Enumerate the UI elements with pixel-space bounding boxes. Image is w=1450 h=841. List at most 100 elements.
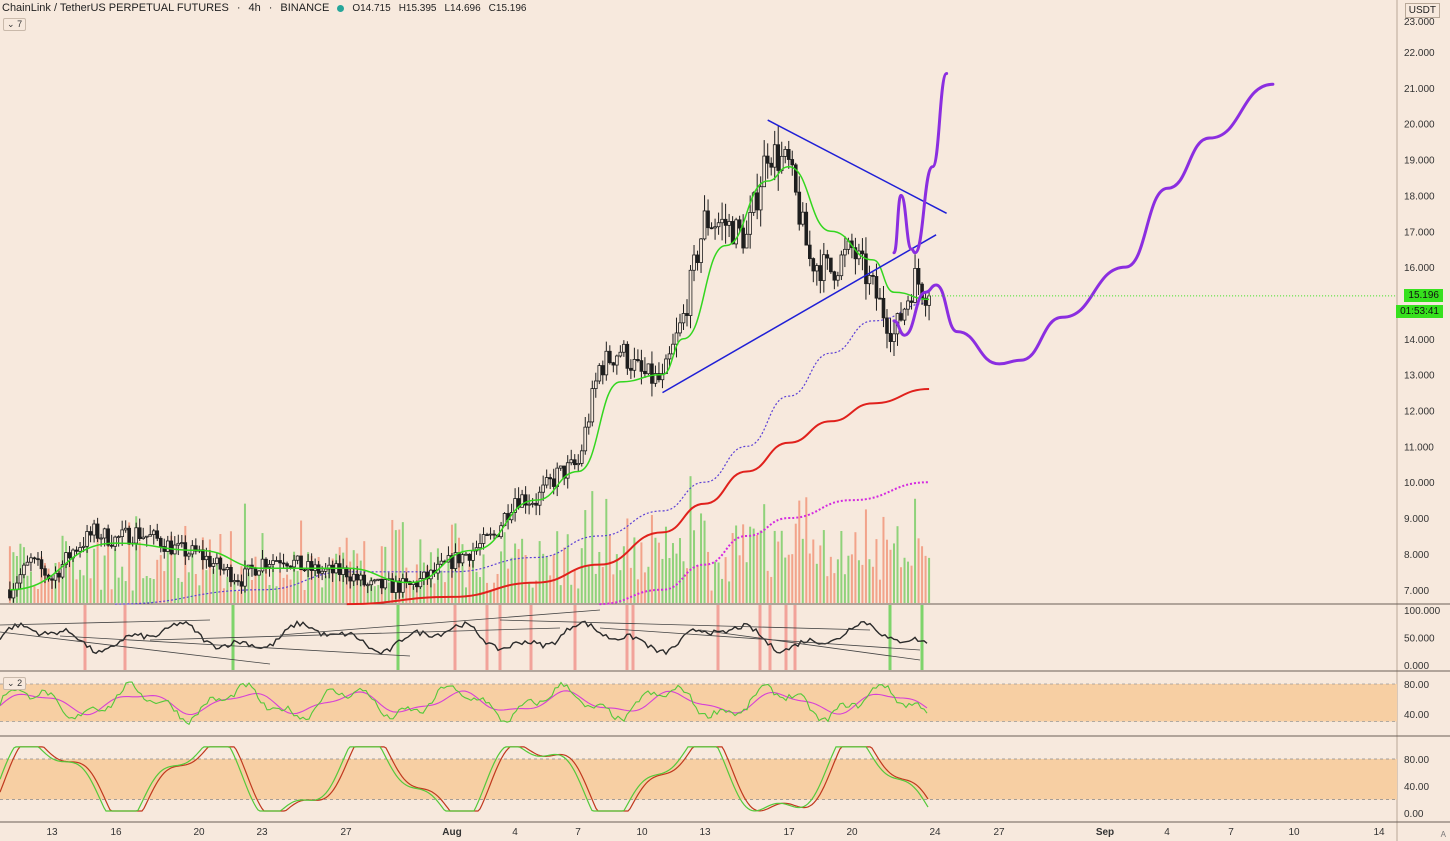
candle-body	[667, 353, 672, 360]
volume-bar	[324, 575, 327, 603]
candle-body	[629, 367, 633, 371]
volume-bar	[678, 538, 681, 603]
volume-bar	[633, 537, 636, 603]
volume-bar	[808, 553, 811, 603]
candle-body	[67, 552, 72, 559]
interval-label[interactable]: 4h	[248, 2, 261, 14]
exchange-label: BINANCE	[280, 2, 330, 14]
volume-bar	[700, 513, 703, 603]
volume-bar	[472, 551, 474, 603]
price-tick-label: 8.000	[1404, 550, 1429, 561]
volume-bar	[51, 578, 53, 603]
volume-bar	[135, 516, 138, 603]
volume-bar	[173, 544, 176, 603]
candle-body	[337, 563, 342, 575]
volume-bar	[254, 556, 257, 603]
symbol-header: ChainLink / TetherUS PERPETUAL FUTURES ·…	[2, 2, 527, 14]
candle-body	[829, 257, 833, 273]
symbol-name[interactable]: ChainLink / TetherUS PERPETUAL FUTURES	[2, 2, 229, 14]
candle-body	[187, 553, 191, 557]
volume-bar	[461, 544, 464, 603]
date-tick-label: 16	[110, 827, 122, 838]
osc3-tick-label: 40.00	[1404, 782, 1429, 793]
candle-body	[709, 227, 714, 230]
volume-bar	[619, 570, 622, 603]
date-tick-label: 14	[1373, 827, 1385, 838]
osc1-trendline	[149, 627, 561, 641]
price-tick-label: 18.000	[1404, 191, 1435, 202]
date-tick-label: 10	[1288, 827, 1300, 838]
candle-body	[92, 523, 96, 536]
candle-body	[593, 380, 598, 389]
candle-body	[180, 542, 184, 545]
candle-body	[320, 570, 324, 574]
candle-body	[727, 221, 731, 226]
currency-button[interactable]: USDT	[1404, 3, 1440, 18]
chevron-down-icon: ⌄	[7, 19, 15, 29]
date-tick-label: 27	[340, 827, 352, 838]
volume-bar	[40, 556, 43, 603]
osc2-signal-line	[0, 690, 928, 716]
candle-body	[534, 502, 538, 506]
candle-body	[141, 536, 146, 539]
candle-body	[800, 211, 805, 225]
candle-body	[53, 572, 58, 581]
volume-bar	[521, 538, 524, 603]
candle-body	[137, 527, 142, 539]
candle-body	[688, 269, 693, 316]
candle-body	[379, 578, 384, 589]
volume-bar	[412, 586, 415, 603]
volume-bar	[801, 538, 804, 603]
candle-body	[11, 589, 16, 599]
volume-bar	[833, 573, 836, 603]
volume-bar	[457, 537, 460, 603]
candle-body	[215, 557, 219, 564]
volume-bar	[307, 552, 310, 603]
candle-body	[527, 503, 531, 506]
volume-bar	[724, 557, 727, 603]
candle-body	[134, 527, 139, 544]
candle-body	[404, 578, 409, 582]
descending-trendline	[767, 119, 947, 214]
candle-body	[681, 313, 686, 324]
volume-bar	[710, 590, 713, 603]
candle-body	[229, 567, 233, 583]
candle-body	[232, 580, 237, 583]
ascending-trendline	[662, 234, 937, 394]
candle-body	[116, 536, 121, 539]
ema-long-line	[346, 387, 930, 606]
osc1-tick-label: 50.000	[1404, 634, 1435, 645]
candle-body	[695, 254, 700, 263]
volume-bar	[236, 591, 239, 603]
volume-bar	[542, 553, 545, 603]
candle-body	[397, 580, 402, 593]
candle-body	[148, 534, 153, 537]
osc1-tick-label: 0.000	[1404, 661, 1429, 672]
volume-bar	[650, 514, 653, 603]
indicators-toggle-button[interactable]: ⌄ 7	[3, 18, 27, 31]
osc3-main-line	[0, 746, 929, 812]
candle-body	[608, 350, 612, 364]
candle-body	[569, 459, 574, 464]
price-tick-label: 17.000	[1404, 227, 1435, 238]
candle-body	[225, 567, 230, 571]
candle-body	[597, 365, 602, 382]
auto-scale-button[interactable]: A	[1440, 830, 1446, 839]
candle-body	[618, 351, 623, 357]
candle-body	[478, 543, 482, 549]
volume-bar	[826, 576, 829, 603]
candle-body	[102, 528, 107, 539]
volume-bar	[822, 530, 825, 603]
volume-bar	[703, 520, 706, 603]
candle-body	[25, 561, 30, 566]
candle-body	[755, 192, 759, 211]
pane2-toggle-button[interactable]: ⌄ 2	[3, 677, 27, 690]
signal-bar	[784, 605, 788, 670]
volume-bar	[191, 551, 194, 603]
candle-body	[204, 555, 209, 561]
candle-body	[74, 549, 79, 552]
volume-bar	[770, 576, 773, 603]
candle-body	[64, 552, 68, 565]
candle-body	[260, 558, 265, 572]
